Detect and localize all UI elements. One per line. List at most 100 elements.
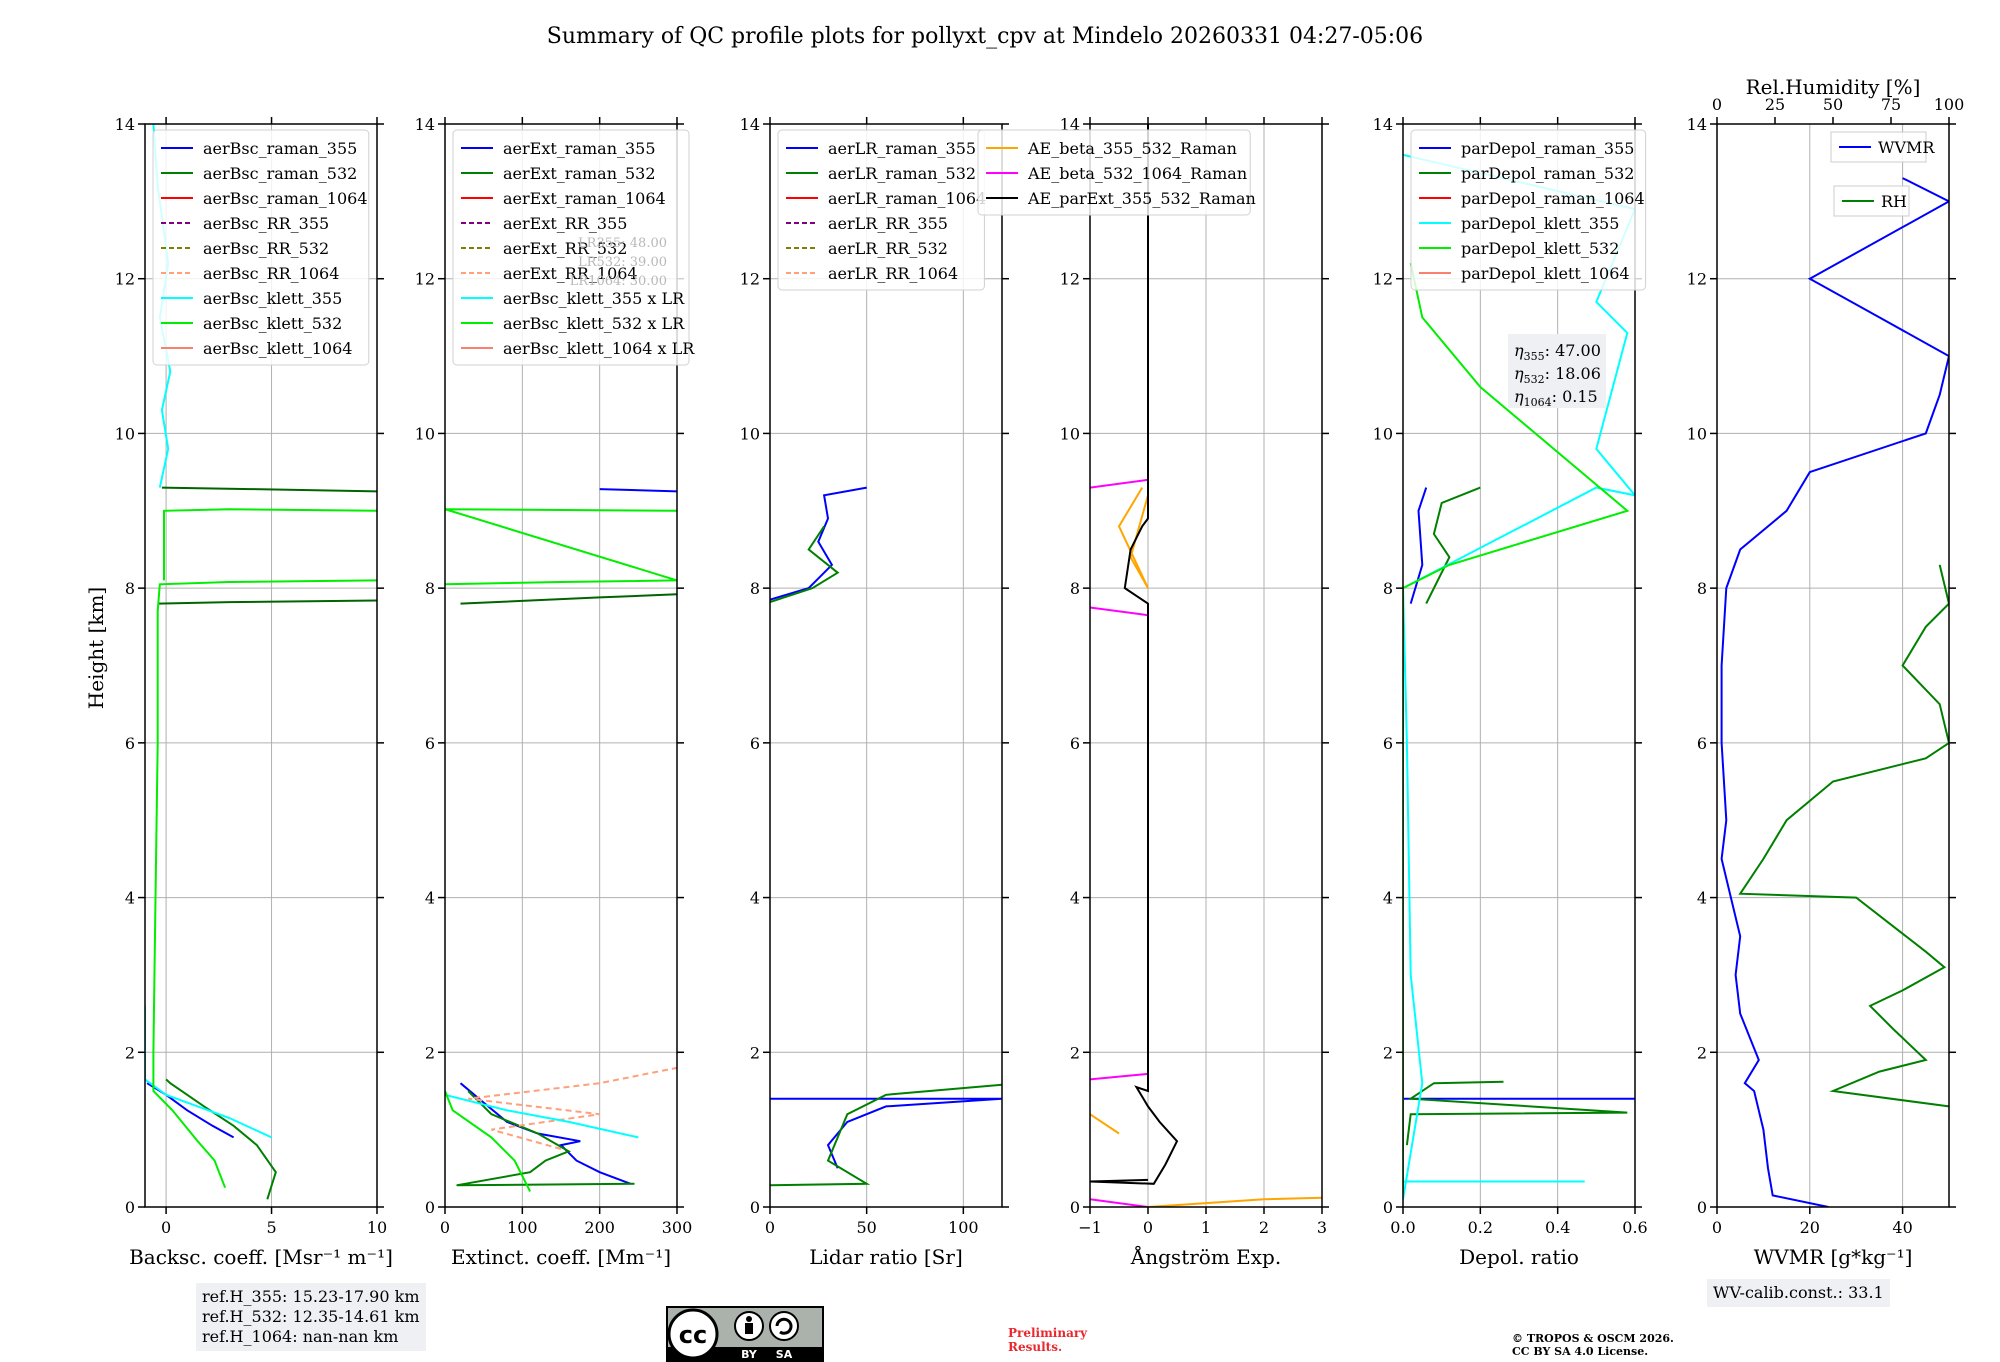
series-group — [770, 486, 1002, 1187]
x-tick-label: 300 — [662, 1218, 693, 1237]
series-pardepol-klett-355 — [1403, 153, 1635, 1200]
cc-sa-label: SA — [776, 1348, 793, 1361]
series-aerbsc-klett-532-x-lr — [445, 1090, 531, 1192]
series-ae-parext-355-532-raman — [1090, 124, 1179, 1185]
x-axis-label: WVMR [g*kg⁻¹] — [1754, 1245, 1913, 1269]
legend-label: aerBsc_RR_1064 — [203, 264, 339, 283]
y-tick-label: 12 — [115, 270, 135, 289]
y-tick-label: 0 — [1383, 1198, 1393, 1217]
legend-label: aerExt_raman_355 — [503, 139, 656, 158]
x-axis-label: Depol. ratio — [1459, 1245, 1579, 1269]
series-aerbsc-raman-532-upper2- — [161, 486, 377, 493]
ref-height-355: ref.H_355: 15.23-17.90 km — [202, 1287, 420, 1306]
y-tick-label: 4 — [1383, 889, 1393, 908]
y-tick-label: 0 — [750, 1198, 760, 1217]
legend-label: AE_beta_532_1064_Raman — [1027, 164, 1247, 183]
series-aerbsc-klett-532-cloud- — [163, 508, 377, 581]
panel-dep: 0.0 0.2 0.4 0.6 0 2 4 6 8 10 12 14 Depol. ratio parDe… — [1373, 115, 1648, 1269]
legend-label: aerBsc_RR_355 — [203, 214, 329, 233]
legend-label: aerExt_raman_532 — [503, 164, 656, 183]
legend-label: aerLR_raman_355 — [828, 139, 976, 158]
y-tick-label: 6 — [1697, 734, 1707, 753]
eta-label: η532: 18.06 — [1514, 364, 1601, 386]
lr-text: LR355: 48.00 — [578, 236, 667, 251]
eta-box — [1508, 334, 1606, 408]
series-rh — [1738, 564, 1949, 1108]
series-aerlr-raman-532 — [770, 1083, 1002, 1187]
legend-label: aerBsc_raman_1064 — [203, 189, 368, 208]
x-tick-label: 100 — [507, 1218, 538, 1237]
legend-label: parDepol_klett_355 — [1461, 214, 1619, 233]
legend-label: parDepol_raman_532 — [1461, 164, 1634, 183]
series-aerbsc-klett-355-x-lr — [445, 1093, 639, 1139]
series-group — [1403, 153, 1635, 1200]
series-ae-beta-532-1064-raman-b- — [1090, 1072, 1149, 1081]
y-tick-label: 0 — [125, 1198, 135, 1217]
legend-box — [452, 129, 690, 366]
legend-label: aerExt_RR_1064 — [503, 264, 638, 283]
y-tick-label: 14 — [740, 115, 760, 134]
y-tick-label: 8 — [1070, 579, 1080, 598]
x-tick-label: 0 — [1712, 1218, 1722, 1237]
series-wvmr — [1720, 177, 1949, 1207]
legend-label: aerExt_raman_1064 — [503, 189, 666, 208]
y-tick-label: 4 — [1697, 889, 1707, 908]
series-aerbsc-raman-532 — [165, 1078, 277, 1200]
x-tick-label: 200 — [584, 1218, 615, 1237]
series-ae-beta-355-532-raman-b- — [1090, 1113, 1120, 1135]
legend-label: aerLR_raman_1064 — [828, 189, 986, 208]
x-tick-label: 2 — [1259, 1218, 1269, 1237]
x-tick-label: −1 — [1078, 1218, 1102, 1237]
series-group — [445, 488, 677, 1192]
legend-label: aerBsc_klett_355 x LR — [503, 289, 685, 308]
x-tick-label: 3 — [1317, 1218, 1327, 1237]
y-tick-label: 8 — [1697, 579, 1707, 598]
series-aerext-raman-532 — [456, 1090, 635, 1187]
series-ae-beta-355-532-raman-c- — [1117, 487, 1149, 589]
y-tick-label: 2 — [1070, 1043, 1080, 1062]
x-axis-label: Extinct. coeff. [Mm⁻¹] — [451, 1245, 671, 1269]
x-tick-label: 0 — [1143, 1218, 1153, 1237]
x-tick-label: 1 — [1201, 1218, 1211, 1237]
series-aerext-raman-355 — [459, 1082, 631, 1185]
legend-box — [1410, 129, 1647, 291]
legend-label: aerBsc_klett_1064 x LR — [503, 339, 695, 358]
x-tick-label: 20 — [1800, 1218, 1820, 1237]
legend-label: aerLR_raman_532 — [828, 164, 976, 183]
legend-label: aerExt_RR_532 — [503, 239, 627, 258]
legend-label: aerBsc_raman_355 — [203, 139, 357, 158]
panel-ext: 0 100 200 300 0 2 4 6 8 10 12 14 Extinct. coeff. [Mm… — [415, 115, 696, 1269]
y-tick-label: 6 — [1070, 734, 1080, 753]
y-tick-label: 2 — [1383, 1043, 1393, 1062]
y-tick-label: 6 — [125, 734, 135, 753]
legend-label: aerExt_RR_355 — [503, 214, 627, 233]
y-tick-label: 2 — [1697, 1043, 1707, 1062]
y-tick-label: 12 — [1687, 270, 1707, 289]
legend-label: parDepol_klett_532 — [1461, 239, 1619, 258]
x-tick-label: 0.0 — [1390, 1218, 1415, 1237]
legend-label: aerBsc_RR_532 — [203, 239, 329, 258]
cc-icon — [667, 1308, 719, 1360]
svg-text:cc: cc — [679, 1321, 707, 1349]
series-aerlr-raman-532-upper- — [770, 525, 840, 604]
legend-label: RH — [1881, 192, 1907, 211]
legend-label: WVMR — [1878, 138, 1935, 157]
wv-calib-box: WV-calib.const.: 33.1 — [1707, 1279, 1890, 1307]
ref-height-532: ref.H_532: 12.35-14.61 km — [202, 1307, 420, 1326]
y-tick-label: 4 — [425, 889, 435, 908]
series-ae-beta-355-532-raman — [1147, 1196, 1322, 1207]
lr-text: LR532: 39.00 — [578, 255, 667, 270]
y-tick-label: 2 — [125, 1043, 135, 1062]
y-tick-label: 0 — [1697, 1198, 1707, 1217]
series-aerbsc-raman-532-upper- — [157, 599, 377, 605]
y-tick-label: 14 — [1373, 115, 1393, 134]
legend-label: aerBsc_klett_355 — [203, 289, 342, 308]
x-tick-label: 0.6 — [1622, 1218, 1647, 1237]
y-tick-label: 14 — [115, 115, 135, 134]
x-tick-label: 100 — [948, 1218, 979, 1237]
series-pardepol-raman-532-b- — [1425, 486, 1481, 605]
y-axis-label: Height [km] — [84, 587, 108, 709]
ref-height-1064: ref.H_1064: nan-nan km — [202, 1327, 399, 1346]
